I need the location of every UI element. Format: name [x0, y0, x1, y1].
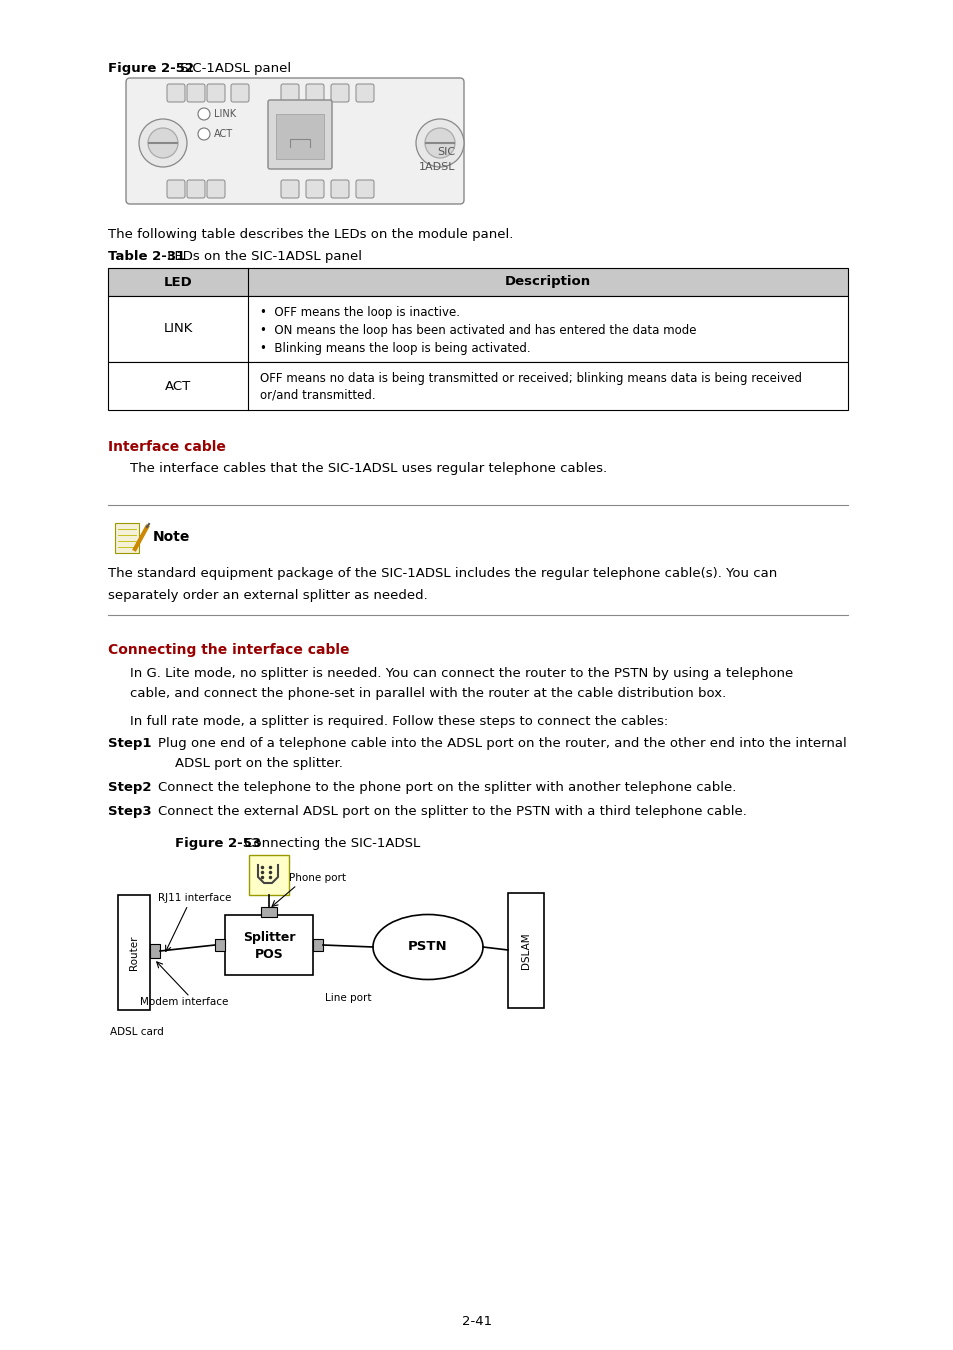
Circle shape: [198, 108, 210, 120]
Text: LEDs on the SIC-1ADSL panel: LEDs on the SIC-1ADSL panel: [163, 250, 361, 263]
Bar: [225, 915, 313, 975]
Text: SIC: SIC: [436, 147, 455, 157]
FancyBboxPatch shape: [331, 84, 349, 103]
Bar: [214, 940, 225, 950]
Text: The standard equipment package of the SIC-1ADSL includes the regular telephone c: The standard equipment package of the SI…: [108, 567, 777, 580]
Text: ACT: ACT: [213, 130, 233, 139]
Bar: [108, 296, 847, 362]
Text: Splitter: Splitter: [242, 930, 294, 944]
Text: Figure 2-53: Figure 2-53: [174, 837, 261, 850]
Bar: [118, 895, 150, 1010]
FancyBboxPatch shape: [187, 84, 205, 103]
Text: Note: Note: [152, 531, 191, 544]
FancyBboxPatch shape: [331, 180, 349, 198]
Text: LINK: LINK: [213, 109, 236, 119]
Text: Plug one end of a telephone cable into the ADSL port on the router, and the othe: Plug one end of a telephone cable into t…: [158, 737, 846, 751]
Text: LED: LED: [164, 275, 193, 289]
Text: Interface cable: Interface cable: [108, 440, 226, 454]
FancyBboxPatch shape: [126, 78, 463, 204]
Ellipse shape: [373, 914, 482, 980]
Text: The following table describes the LEDs on the module panel.: The following table describes the LEDs o…: [108, 228, 513, 242]
Bar: [275, 113, 324, 159]
FancyBboxPatch shape: [231, 84, 249, 103]
Bar: [115, 522, 139, 554]
Text: Step1: Step1: [108, 737, 152, 751]
Text: PSTN: PSTN: [408, 941, 447, 953]
FancyBboxPatch shape: [355, 180, 374, 198]
Text: SIC-1ADSL panel: SIC-1ADSL panel: [175, 62, 291, 76]
Circle shape: [148, 128, 178, 158]
Circle shape: [424, 128, 455, 158]
Text: •  OFF means the loop is inactive.: • OFF means the loop is inactive.: [260, 306, 459, 319]
Text: or/and transmitted.: or/and transmitted.: [260, 389, 375, 402]
Text: In full rate mode, a splitter is required. Follow these steps to connect the cab: In full rate mode, a splitter is require…: [130, 716, 667, 728]
Text: DSLAM: DSLAM: [520, 933, 531, 969]
Text: Connecting the interface cable: Connecting the interface cable: [108, 643, 349, 657]
FancyBboxPatch shape: [281, 180, 298, 198]
Text: Router: Router: [129, 936, 139, 969]
Bar: [108, 362, 847, 410]
Text: Connect the external ADSL port on the splitter to the PSTN with a third telephon: Connect the external ADSL port on the sp…: [158, 805, 746, 818]
Text: •  ON means the loop has been activated and has entered the data mode: • ON means the loop has been activated a…: [260, 324, 696, 338]
FancyBboxPatch shape: [355, 84, 374, 103]
FancyBboxPatch shape: [207, 84, 225, 103]
FancyBboxPatch shape: [281, 84, 298, 103]
FancyBboxPatch shape: [167, 84, 185, 103]
Text: Line port: Line port: [325, 994, 371, 1003]
Circle shape: [139, 119, 187, 167]
Text: 1ADSL: 1ADSL: [418, 162, 455, 171]
Circle shape: [198, 128, 210, 140]
Text: OFF means no data is being transmitted or received; blinking means data is being: OFF means no data is being transmitted o…: [260, 373, 801, 385]
Text: RJ11 interface: RJ11 interface: [158, 892, 232, 903]
Text: Connect the telephone to the phone port on the splitter with another telephone c: Connect the telephone to the phone port …: [158, 782, 736, 794]
Text: ACT: ACT: [165, 379, 191, 393]
Text: The interface cables that the SIC-1ADSL uses regular telephone cables.: The interface cables that the SIC-1ADSL …: [130, 462, 606, 475]
Bar: [507, 892, 543, 1008]
Text: •  Blinking means the loop is being activated.: • Blinking means the loop is being activ…: [260, 342, 530, 355]
FancyBboxPatch shape: [207, 180, 225, 198]
Text: ADSL card: ADSL card: [110, 1027, 164, 1037]
Bar: [249, 855, 289, 895]
Circle shape: [416, 119, 463, 167]
Text: ADSL port on the splitter.: ADSL port on the splitter.: [174, 757, 342, 769]
Text: 2-41: 2-41: [461, 1315, 492, 1328]
Text: separately order an external splitter as needed.: separately order an external splitter as…: [108, 589, 427, 602]
FancyBboxPatch shape: [268, 100, 332, 169]
Text: Step3: Step3: [108, 805, 152, 818]
Text: In G. Lite mode, no splitter is needed. You can connect the router to the PSTN b: In G. Lite mode, no splitter is needed. …: [130, 667, 792, 680]
Bar: [313, 940, 323, 950]
Text: Table 2-31: Table 2-31: [108, 250, 185, 263]
FancyBboxPatch shape: [306, 180, 324, 198]
Bar: [150, 944, 160, 958]
FancyBboxPatch shape: [306, 84, 324, 103]
Text: Modem interface: Modem interface: [140, 998, 228, 1007]
Bar: [261, 907, 276, 917]
Text: Description: Description: [504, 275, 591, 289]
Text: POS: POS: [254, 949, 283, 961]
FancyBboxPatch shape: [167, 180, 185, 198]
Text: Figure 2-52: Figure 2-52: [108, 62, 193, 76]
FancyBboxPatch shape: [187, 180, 205, 198]
Text: LINK: LINK: [163, 323, 193, 336]
Text: cable, and connect the phone-set in parallel with the router at the cable distri: cable, and connect the phone-set in para…: [130, 687, 725, 701]
Text: Step2: Step2: [108, 782, 152, 794]
Bar: [108, 269, 847, 296]
Text: Connecting the SIC-1ADSL: Connecting the SIC-1ADSL: [240, 837, 420, 850]
Text: Phone port: Phone port: [289, 873, 346, 883]
